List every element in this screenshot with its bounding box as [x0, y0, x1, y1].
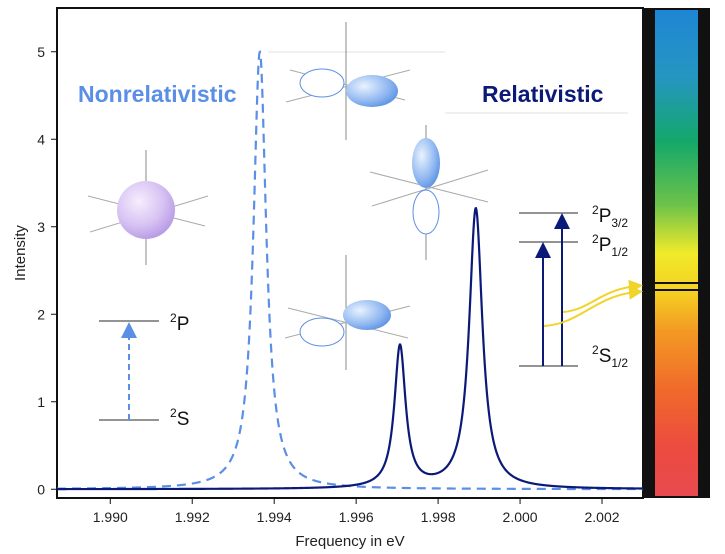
x-axis-label: Frequency in eV	[295, 533, 404, 550]
nonrelativistic-label: Nonrelativistic	[78, 81, 237, 107]
nonrel-energy-diagram: 2P 2S	[99, 311, 189, 430]
visible-spectrum-bar	[655, 10, 698, 496]
s-orbital-sphere-icon	[87, 150, 209, 265]
y-tick-label: 2	[37, 306, 45, 322]
x-tick-label: 1.998	[421, 509, 456, 525]
y-tick-label: 1	[37, 394, 45, 410]
x-tick-label: 1.992	[175, 509, 210, 525]
x-tick-label: 1.990	[93, 509, 128, 525]
rel-energy-diagram: 2P3/2 2P1/2 2S1/2	[519, 203, 643, 370]
plot-frame	[56, 7, 644, 499]
x-tick-label: 2.000	[503, 509, 538, 525]
level-2p: 2P	[170, 311, 189, 335]
x-tick-label: 1.994	[257, 509, 292, 525]
p-orbital-z-icon	[369, 125, 489, 260]
y-tick-label: 0	[37, 481, 45, 497]
p-orbital-y-icon	[284, 255, 411, 370]
axes: 1.990 1.992 1.994 1.996 1.998 2.000 2.002 0 1 2 3 4…	[37, 44, 620, 525]
level-2s: 2S	[170, 406, 189, 430]
series-line-nonrelativistic	[57, 50, 643, 491]
y-tick-label: 5	[37, 44, 45, 60]
x-tick-label: 1.996	[339, 509, 374, 525]
x-tick-label: 2.002	[584, 509, 619, 525]
series-line-relativistic	[57, 207, 643, 491]
relativistic-label: Relativistic	[482, 81, 604, 107]
level-2p12: 2P1/2	[592, 232, 628, 259]
emission-line-yellow-2	[543, 285, 643, 327]
y-tick-label: 3	[37, 219, 45, 235]
level-2s12: 2S1/2	[592, 343, 628, 370]
level-2p32: 2P3/2	[592, 203, 628, 230]
y-tick-label: 4	[37, 131, 45, 147]
emission-line-yellow-1	[562, 279, 643, 313]
y-axis-label: Intensity	[12, 225, 29, 281]
p-orbital-x-icon	[285, 22, 411, 140]
